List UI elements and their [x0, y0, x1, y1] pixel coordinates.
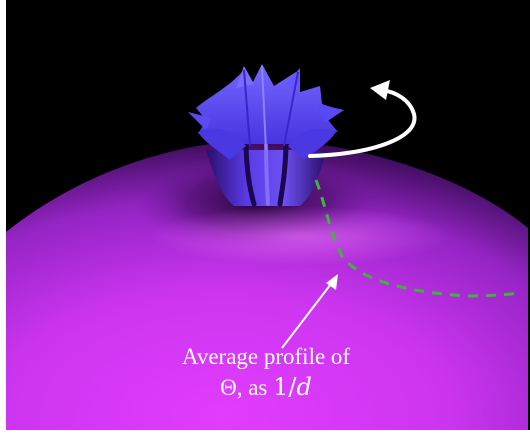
annotation-math: 1/d	[273, 373, 312, 401]
annotation-line-2-prefix: Θ, as	[220, 375, 274, 400]
petal-crown	[188, 64, 344, 160]
annotation-math-num: 1/	[273, 373, 297, 401]
annotation-line-1: Average profile of	[181, 344, 351, 369]
petal-tip-left	[188, 112, 212, 130]
pointer-arrow-icon	[281, 274, 338, 349]
petal-back	[196, 64, 340, 144]
petal-tip-topright	[286, 68, 300, 92]
petal-front-left	[198, 128, 246, 160]
petal-center-rib	[261, 65, 267, 151]
rotation-arrow-icon	[308, 80, 417, 158]
surface-rim-glow	[150, 206, 450, 266]
petal-rib-right	[283, 71, 299, 147]
stem-groove-right	[277, 137, 289, 207]
annotation-line-2: Θ, as 1/d	[86, 372, 446, 403]
average-profile-dashed-curve	[314, 179, 519, 298]
petal-rib-left	[243, 69, 251, 147]
annotation-math-var: d	[296, 373, 312, 401]
stem-groove-left	[243, 137, 257, 207]
profile-annotation: Average profile of Θ, as 1/d	[86, 342, 446, 403]
petal-tip-right	[318, 104, 344, 122]
petal-front-right	[288, 128, 336, 160]
